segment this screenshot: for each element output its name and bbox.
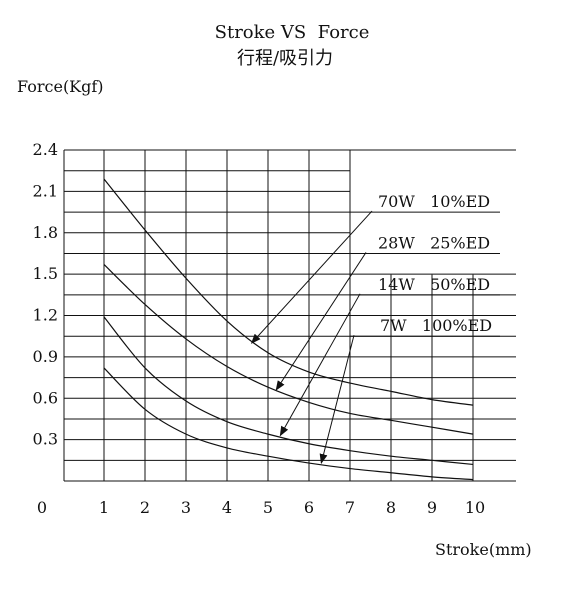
x-tick-label: 3 xyxy=(181,498,191,517)
chart-subtitle: 行程/吸引力 xyxy=(237,48,333,69)
x-tick-labels: 1 2 3 4 5 6 7 8 9 10 xyxy=(99,498,485,517)
series-line xyxy=(103,367,474,481)
legend-entry: 7W 100%ED xyxy=(380,316,492,335)
legend: 70W 10%ED 28W 25%ED 14W 50%ED 7W 100%ED xyxy=(350,192,500,337)
y-tick-label: 1.2 xyxy=(33,306,58,325)
legend-entry: 14W 50%ED xyxy=(378,275,490,294)
grid xyxy=(63,149,516,482)
origin-label: 0 xyxy=(37,498,47,517)
x-tick-label: 7 xyxy=(345,498,355,517)
legend-arrow xyxy=(319,335,355,465)
x-tick-label: 4 xyxy=(222,498,232,517)
y-tick-label: 2.4 xyxy=(33,140,58,159)
legend-arrow xyxy=(279,293,361,437)
legend-arrow xyxy=(275,252,367,391)
legend-arrows xyxy=(250,210,373,465)
series-line xyxy=(103,316,474,466)
y-tick-label: 0.6 xyxy=(33,388,58,407)
series-line xyxy=(103,264,474,435)
series-line xyxy=(103,178,474,406)
x-tick-label: 8 xyxy=(386,498,396,517)
legend-entry: 28W 25%ED xyxy=(378,233,490,252)
x-tick-label: 10 xyxy=(465,498,485,517)
series-lines xyxy=(103,178,474,481)
y-tick-label: 2.1 xyxy=(33,181,58,200)
x-axis-label: Stroke(mm) xyxy=(435,540,532,559)
y-tick-labels: 0.3 0.6 0.9 1.2 1.5 1.8 2.1 2.4 xyxy=(33,140,58,449)
x-tick-label: 6 xyxy=(304,498,314,517)
legend-arrow xyxy=(250,210,373,344)
y-tick-label: 1.5 xyxy=(33,264,58,283)
y-tick-label: 0.3 xyxy=(33,430,58,449)
x-tick-label: 9 xyxy=(427,498,437,517)
x-tick-label: 5 xyxy=(263,498,273,517)
chart-title: Stroke VS Force xyxy=(215,22,370,43)
y-axis-label: Force(Kgf) xyxy=(17,77,104,96)
x-tick-label: 1 xyxy=(99,498,109,517)
y-tick-label: 1.8 xyxy=(33,223,58,242)
legend-entry: 70W 10%ED xyxy=(378,192,490,211)
y-tick-label: 0.9 xyxy=(33,347,58,366)
x-tick-label: 2 xyxy=(140,498,150,517)
